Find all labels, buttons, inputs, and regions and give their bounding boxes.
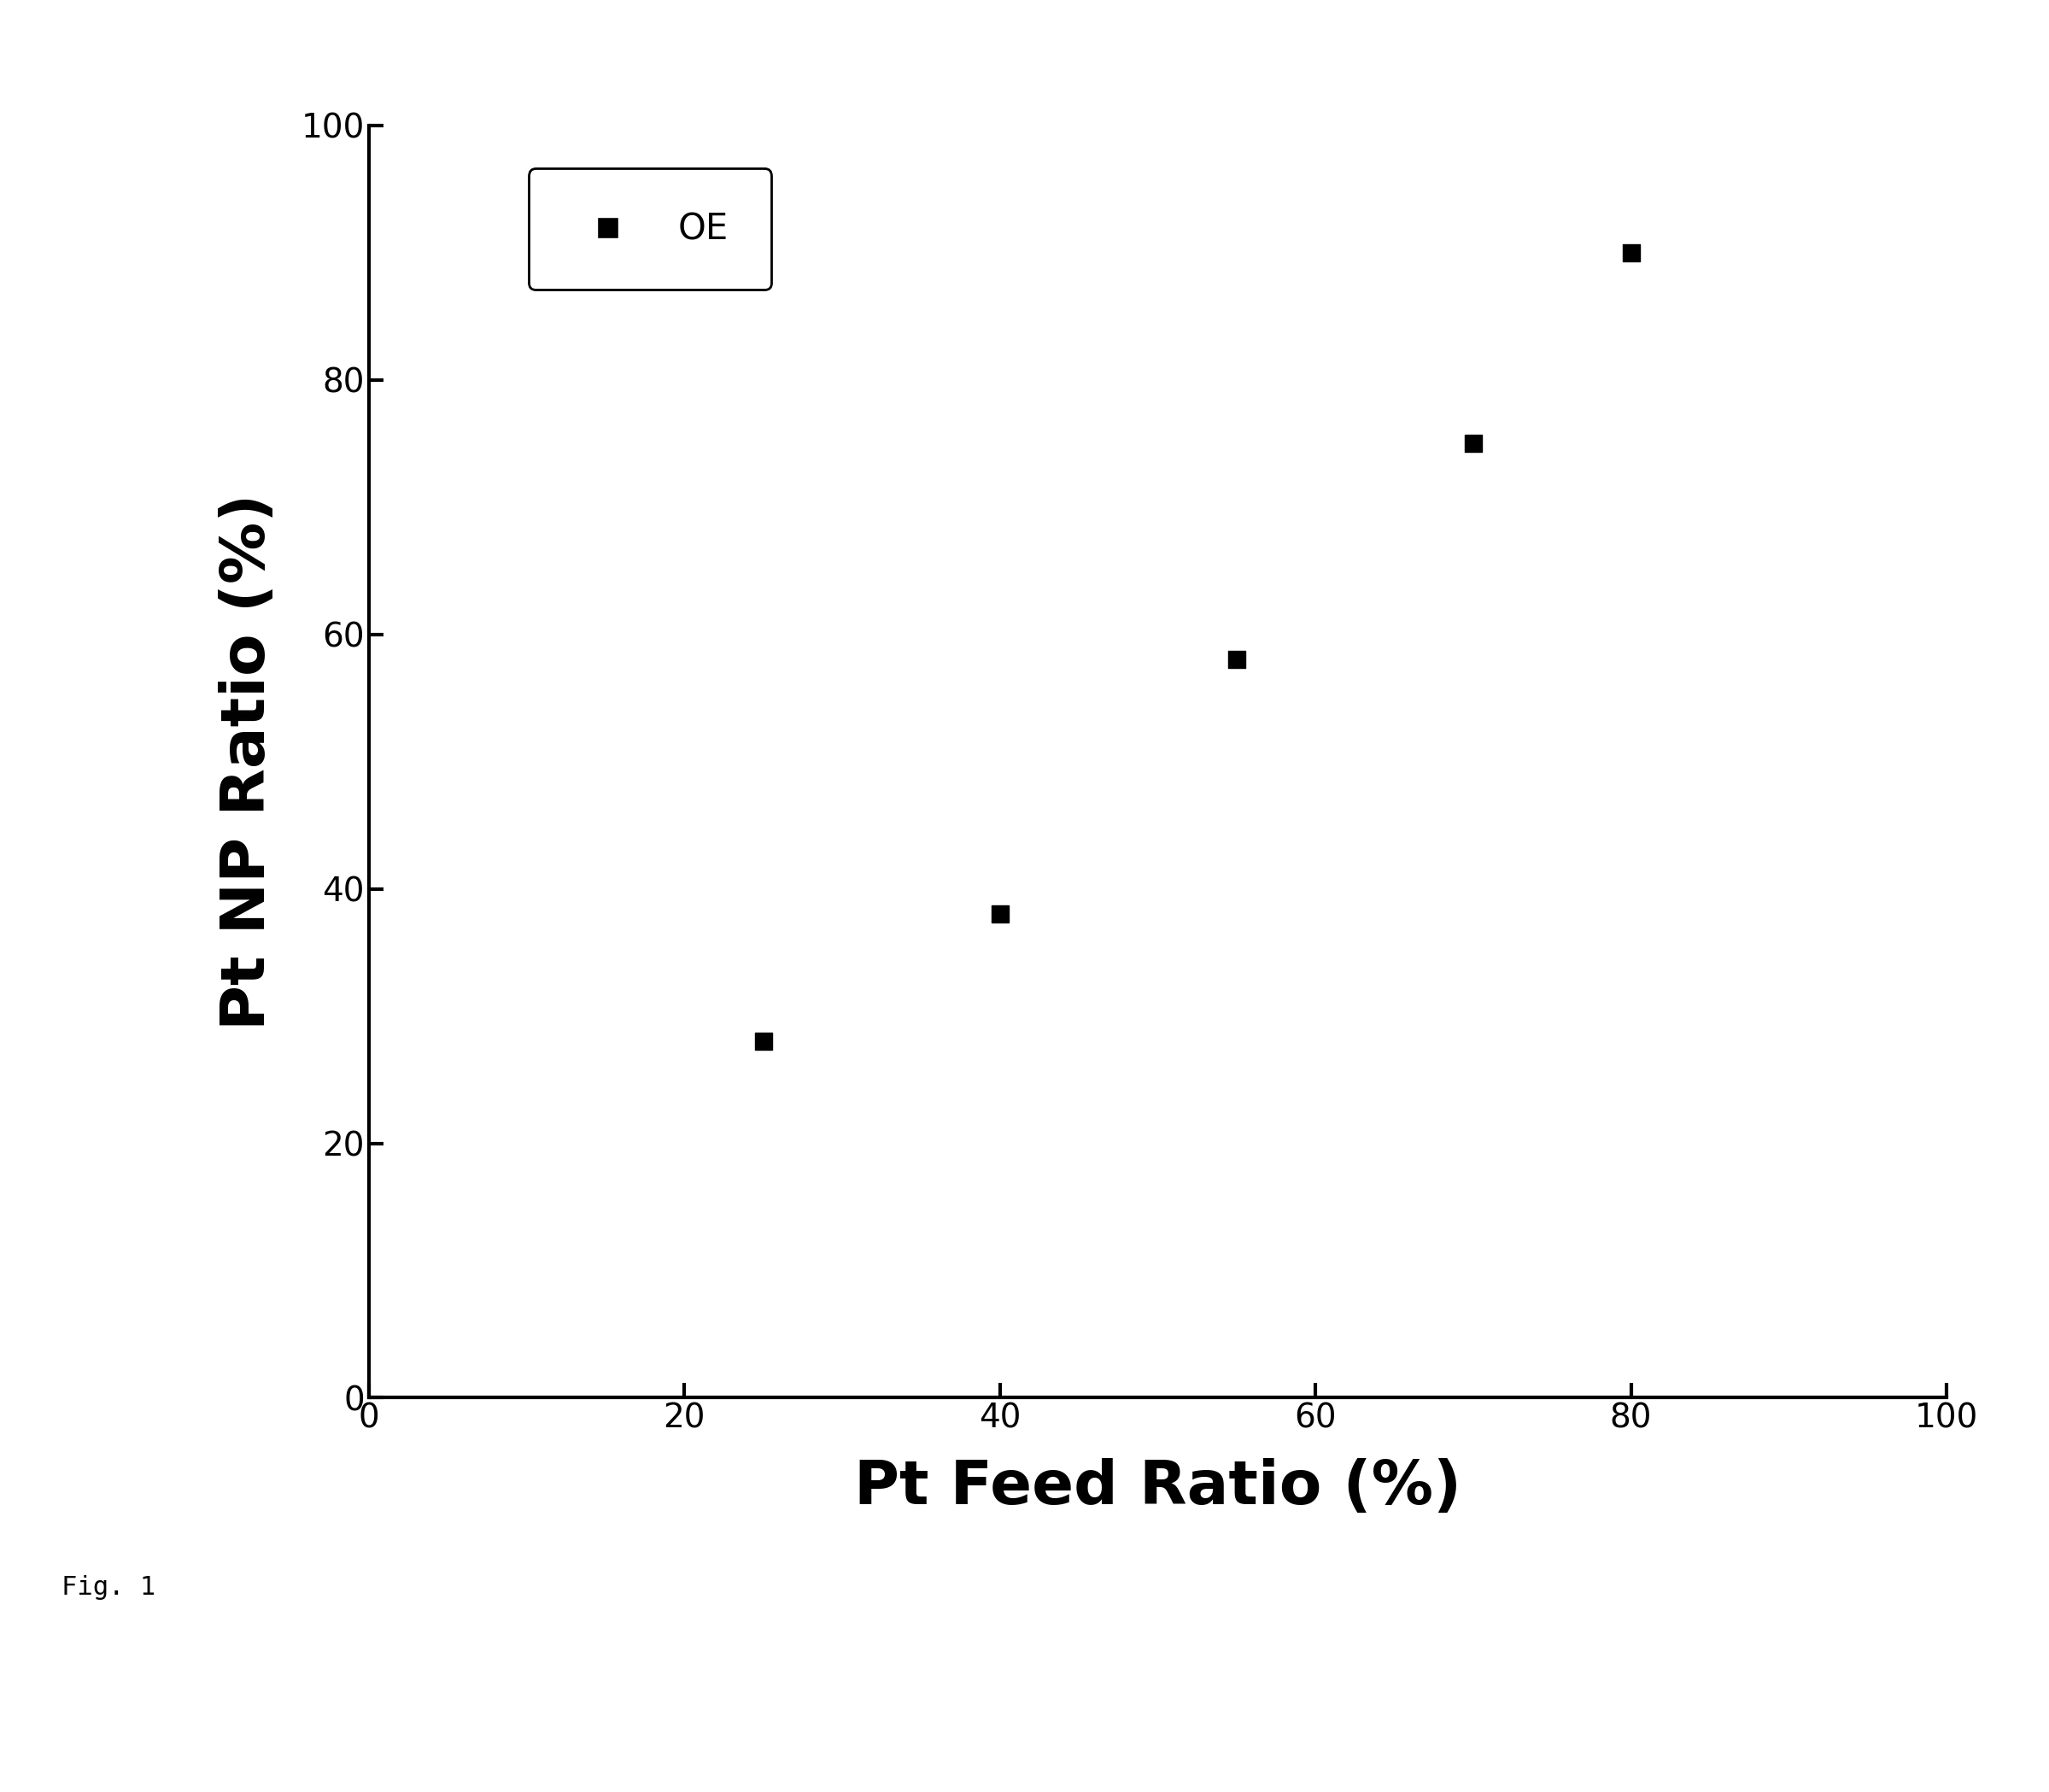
Point [1221,645,1254,674]
Point [984,900,1016,928]
Y-axis label: Pt NP Ratio (%): Pt NP Ratio (%) [219,493,277,1030]
X-axis label: Pt Feed Ratio (%): Pt Feed Ratio (%) [854,1459,1461,1518]
Point [1457,428,1490,457]
Text: Fig. 1: Fig. 1 [61,1575,156,1600]
Legend: OE: OE [529,168,770,290]
Point [746,1027,779,1055]
Point [1615,238,1647,267]
